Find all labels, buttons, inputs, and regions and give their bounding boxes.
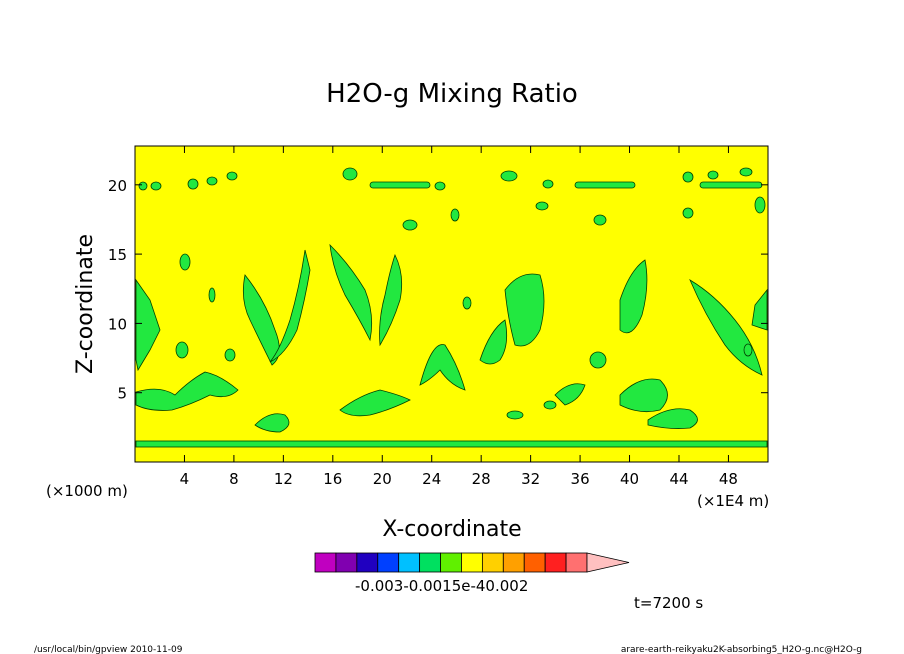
column-29km <box>479 319 508 365</box>
left-lower-wave <box>135 371 239 411</box>
colorbar-segment <box>356 552 379 573</box>
colorbar-extend-arrow <box>586 552 630 573</box>
upper-blob-2 <box>150 181 162 191</box>
lower-32km-wave <box>554 383 586 406</box>
upper-blob-10 <box>682 171 694 183</box>
footer-right: arare-earth-reikyaku2K-absorbing5_H2O-g.… <box>621 645 862 654</box>
blob-m <box>743 343 753 357</box>
upper-layer-band-2 <box>574 181 636 189</box>
y-axis-label: Z-coordinate <box>73 234 98 374</box>
peak-24km <box>419 344 466 391</box>
column-17km <box>329 243 373 342</box>
colorbar-segment <box>398 552 421 573</box>
colorbar <box>314 552 630 573</box>
colorbar-segment <box>461 552 483 573</box>
blob-n <box>450 208 460 222</box>
blob-f <box>462 296 472 310</box>
x-tick-label: 36 <box>571 470 590 488</box>
blob-d <box>175 341 189 359</box>
upper-blob-9 <box>542 179 554 189</box>
y-tick-label: 5 <box>117 385 127 403</box>
upper-blob-7 <box>434 181 446 191</box>
blob-k <box>682 207 694 219</box>
lower-45km-wave <box>647 408 698 429</box>
blob-b <box>208 287 216 303</box>
plot-area <box>134 145 769 463</box>
time-label: t=7200 s <box>634 594 703 612</box>
x-tick-label: 44 <box>669 470 688 488</box>
contour-patches <box>135 167 768 448</box>
left-edge-patch <box>135 278 161 372</box>
blob-c <box>224 348 236 362</box>
colorbar-segment <box>377 552 400 573</box>
x-axis-ticks: 4 8 12 16 20 24 28 32 36 40 44 48 <box>180 146 738 488</box>
blob-o <box>754 196 766 214</box>
x-tick-label: 20 <box>373 470 392 488</box>
x-tick-label: 4 <box>180 470 190 488</box>
upper-blob-1 <box>138 181 148 191</box>
lower-12km-wave <box>254 413 290 433</box>
blob-j <box>593 214 607 226</box>
colorbar-segment <box>481 552 504 573</box>
colorbar-tick-labels: -0.003-0.0015e-40.002 <box>355 577 528 595</box>
x-axis-label: X-coordinate <box>382 517 521 542</box>
y-axis-ticks: 5 10 15 20 <box>108 177 768 403</box>
colorbar-segment <box>314 552 337 573</box>
colorbar-segment <box>523 552 546 573</box>
blob-h <box>506 410 524 420</box>
y-tick-label: 15 <box>108 246 127 264</box>
colorbar-segment <box>419 552 441 573</box>
upper-blob-5 <box>226 171 238 181</box>
x-unit-left: (×1000 m) <box>46 482 128 500</box>
upper-blob-11 <box>707 170 719 180</box>
upper-blob-6 <box>342 167 358 181</box>
right-edge-patch <box>751 288 768 331</box>
blob-l <box>535 201 549 211</box>
colorbar-segment <box>440 552 462 573</box>
x-tick-label: 8 <box>229 470 239 488</box>
y-tick-label: 10 <box>108 315 127 333</box>
colorbar-segment <box>565 552 588 573</box>
x-tick-label: 16 <box>323 470 342 488</box>
blob-a <box>179 253 191 271</box>
upper-blob-3 <box>187 178 199 190</box>
chart-title: H2O-g Mixing Ratio <box>326 79 578 109</box>
blob-e <box>402 219 418 231</box>
footer-left: /usr/local/bin/gpview 2010-11-09 <box>34 645 183 654</box>
column-30km <box>504 273 545 347</box>
column-41km <box>619 259 648 334</box>
x-tick-label: 32 <box>521 470 540 488</box>
upper-blob-12 <box>739 167 753 177</box>
column-12km <box>242 274 280 366</box>
x-tick-label: 24 <box>422 470 441 488</box>
lower-right-wave <box>619 378 668 413</box>
blob-g <box>589 351 607 369</box>
upper-layer-band-1 <box>369 181 431 189</box>
x-unit-right: (×1E4 m) <box>697 492 769 510</box>
column-20km <box>379 253 403 347</box>
colorbar-segment <box>502 552 525 573</box>
colorbar-segment <box>335 552 358 573</box>
colorbar-segment <box>544 552 567 573</box>
x-tick-label: 48 <box>719 470 738 488</box>
lower-mid-wave <box>339 389 411 417</box>
x-tick-label: 28 <box>472 470 491 488</box>
upper-blob-8 <box>500 170 518 182</box>
x-tick-label: 12 <box>274 470 293 488</box>
y-tick-label: 20 <box>108 177 127 195</box>
surface-band <box>135 440 768 448</box>
blob-i <box>543 400 557 410</box>
x-tick-label: 40 <box>620 470 639 488</box>
column-13km <box>269 249 311 363</box>
plot-background <box>134 145 769 463</box>
upper-blob-4 <box>206 176 218 186</box>
upper-layer-band-3 <box>699 181 763 189</box>
